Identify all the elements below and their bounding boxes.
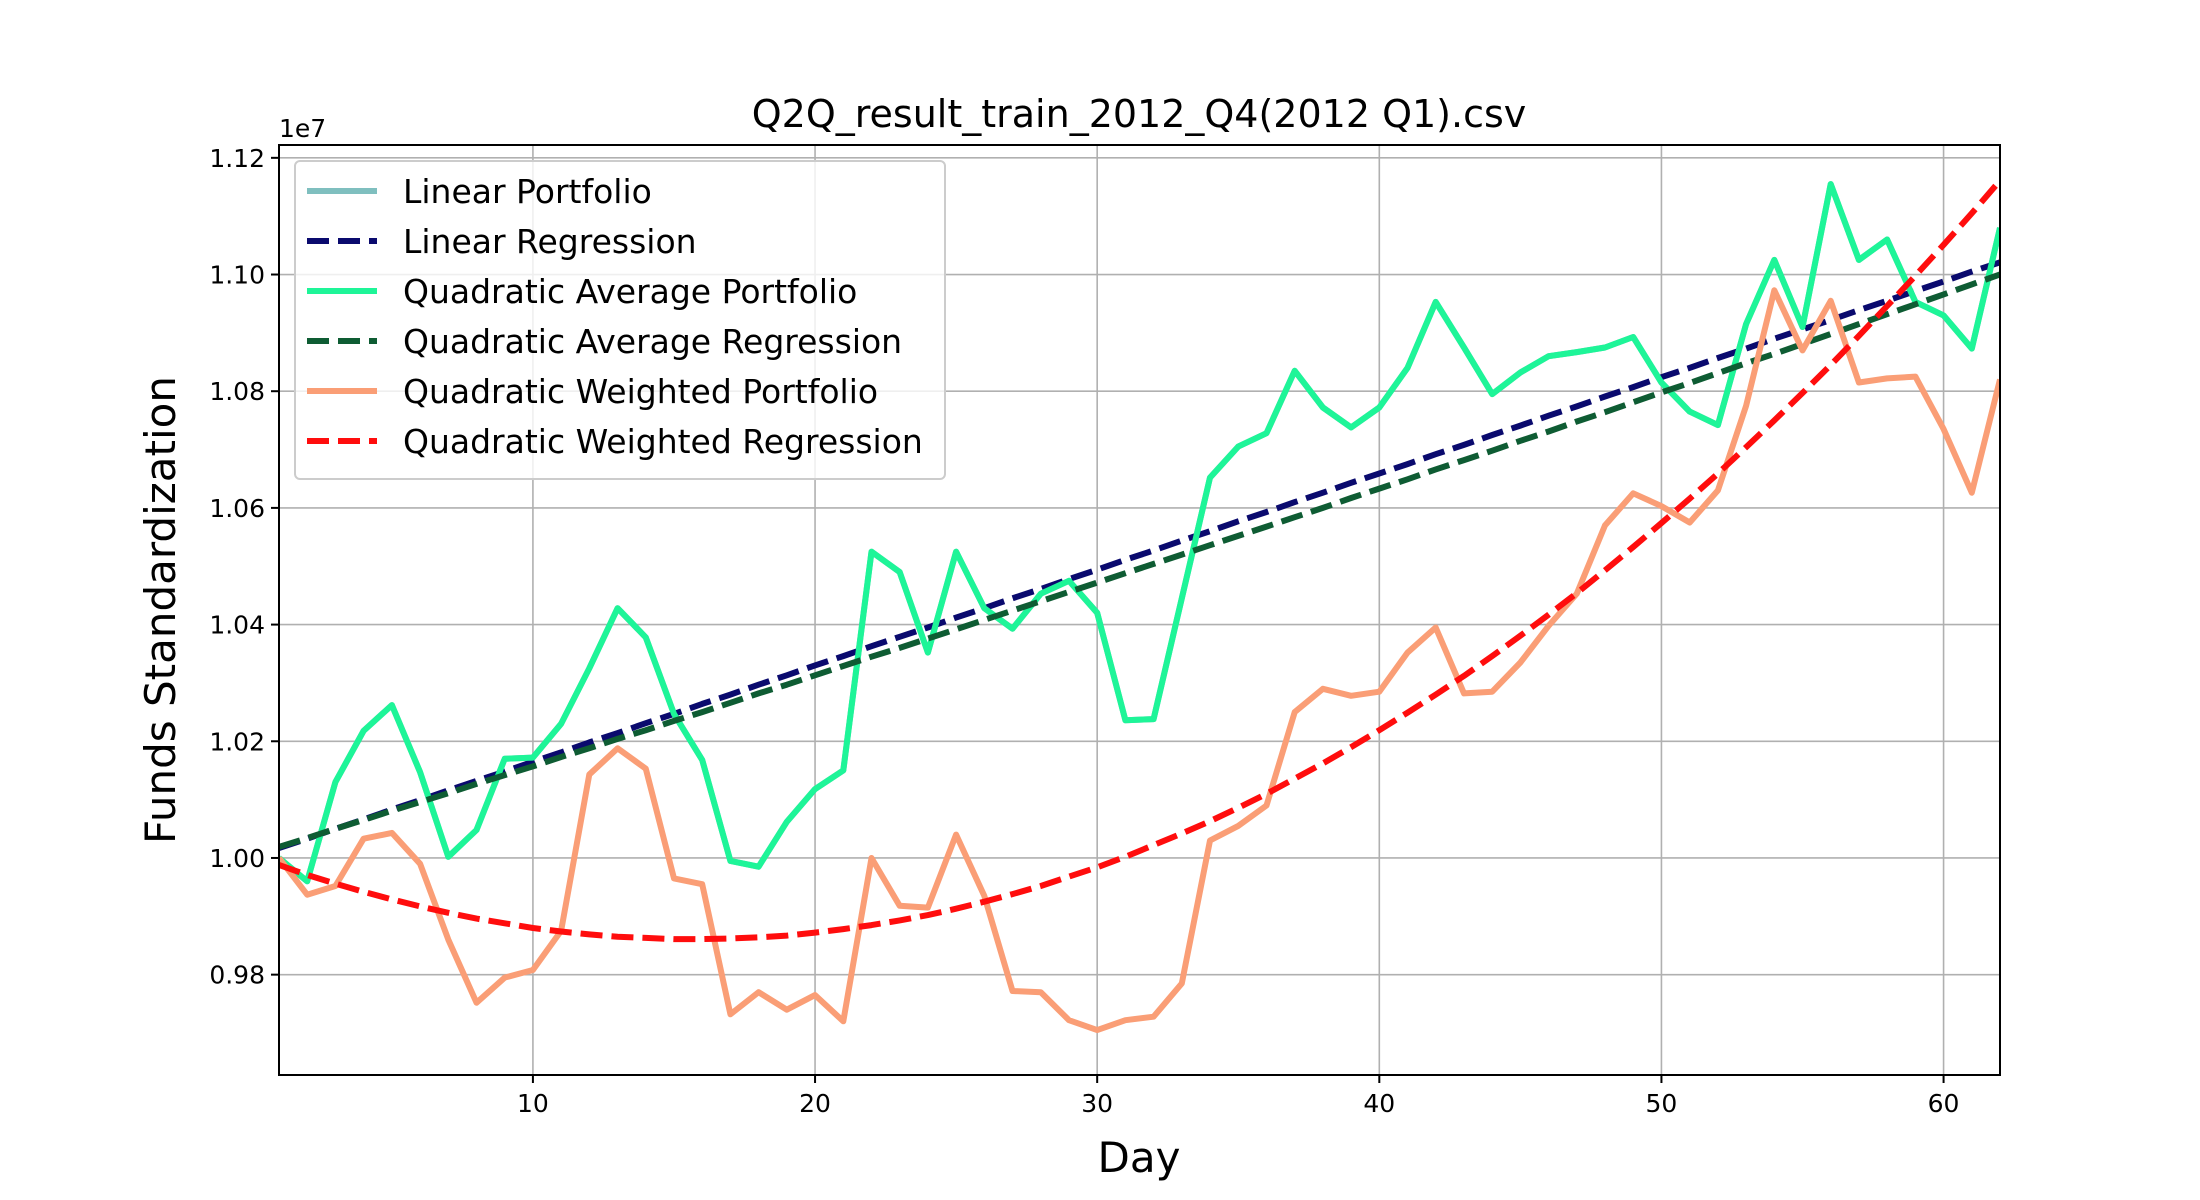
- x-tick-label: 40: [1363, 1089, 1395, 1118]
- legend-box: [294, 160, 946, 480]
- y-offset-label: 1e7: [279, 114, 326, 143]
- chart-title: Q2Q_result_train_2012_Q4(2012 Q1).csv: [752, 92, 1527, 136]
- legend-entry: Quadratic Average Portfolio: [403, 272, 857, 311]
- series-lines: [279, 178, 2000, 1034]
- x-tick-label: 20: [799, 1089, 831, 1118]
- x-tick-label: 10: [517, 1089, 549, 1118]
- y-axis-label: Funds Standardization: [136, 376, 185, 844]
- x-axis-label: Day: [1098, 1133, 1181, 1182]
- x-tick-label: 50: [1646, 1089, 1678, 1118]
- y-tick-label: 1.06: [209, 494, 265, 523]
- y-tick-label: 0.98: [209, 961, 265, 990]
- x-tick-label: 60: [1928, 1089, 1960, 1118]
- y-tick-label: 1.04: [209, 611, 265, 640]
- series-line-quadratic-average-regression: [279, 271, 2000, 850]
- y-axis: 0.98 1.00 1.02 1.04 1.06 1.08 1.10 1.12: [209, 144, 279, 990]
- series-line-quadratic-weighted-regression: [279, 178, 2000, 943]
- legend-entry: Quadratic Average Regression: [403, 322, 902, 361]
- y-tick-label: 1.08: [209, 377, 265, 406]
- series-line-quadratic-weighted-portfolio: [279, 287, 2000, 1034]
- legend-entry: Linear Portfolio: [403, 172, 652, 211]
- y-tick-label: 1.02: [209, 727, 265, 756]
- legend-entry: Quadratic Weighted Regression: [403, 422, 923, 461]
- x-axis: 10 20 30 40 50 60: [517, 1075, 1959, 1118]
- x-tick-label: 30: [1081, 1089, 1113, 1118]
- series-line-quadratic-average-portfolio: [279, 181, 2000, 885]
- plot-frame: [278, 144, 2001, 1076]
- series-line-linear-regression: [279, 259, 2000, 851]
- legend: Linear Portfolio Linear Regression Quadrat…: [294, 160, 946, 480]
- y-tick-label: 1.12: [209, 144, 265, 173]
- legend-entry: Quadratic Weighted Portfolio: [403, 372, 878, 411]
- y-tick-label: 1.10: [209, 261, 265, 290]
- y-tick-label: 1.00: [209, 844, 265, 873]
- legend-entry: Linear Regression: [403, 222, 697, 261]
